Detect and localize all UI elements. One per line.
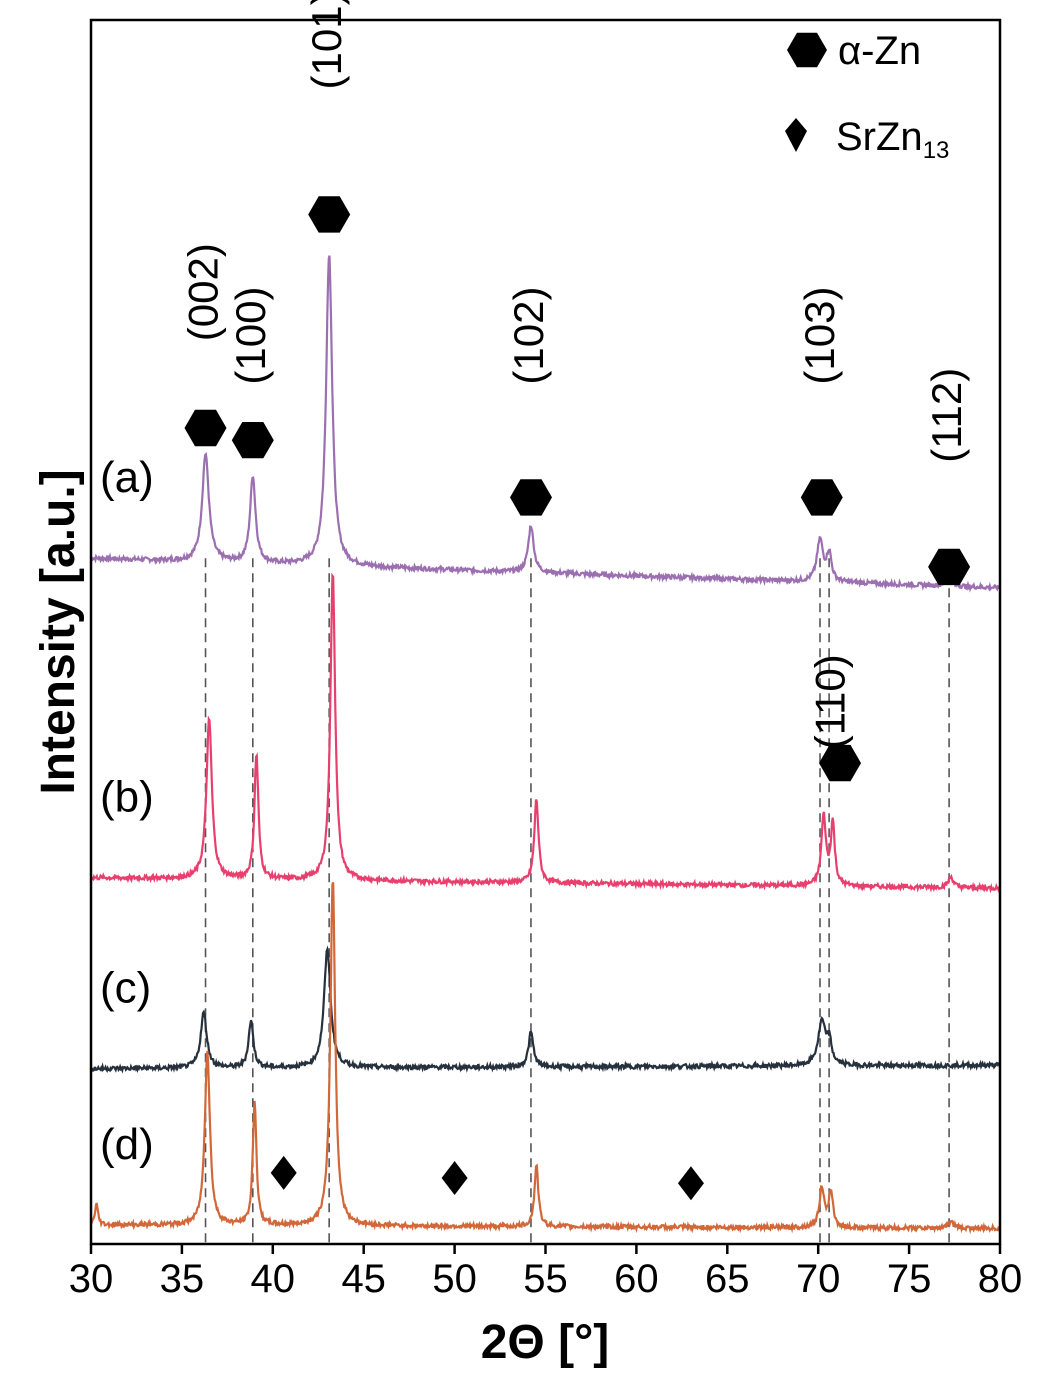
hkl-label: (101) [303,0,350,89]
x-tick-label: 40 [251,1257,296,1301]
x-tick-label: 60 [614,1257,659,1301]
alpha-zn-hexagon-marker [308,196,351,233]
alpha-zn-hexagon-marker [800,479,843,516]
alpha-zn-hexagon-marker [819,744,861,782]
x-tick-label: 55 [523,1257,568,1301]
hkl-label: (102) [505,287,552,385]
series-group [89,255,1001,1235]
x-tick-label: 75 [887,1257,932,1301]
srzn13-diamond-marker [270,1155,297,1190]
alpha-zn-hexagon-marker [928,548,971,586]
srzn13-diamond-marker [677,1166,704,1201]
legend-srzn-subscript: 13 [923,137,950,164]
phase-markers [184,196,971,1201]
hkl-label: (103) [796,287,843,385]
series-line-2 [89,945,1001,1074]
series-line-1 [89,572,1001,894]
hkl-label: (110) [807,654,854,749]
legend-hexagon-icon [787,32,827,68]
x-tick-label: 35 [160,1257,205,1301]
series-line-3 [90,882,1001,1235]
series-label: (b) [100,773,154,822]
hkl-label: (002) [180,243,227,341]
hkl-label: (112) [923,368,970,463]
legend-diamond-icon [785,118,807,152]
x-axis-ticks: 30 35 40 45 50 55 60 65 70 75 80 [69,1244,1023,1301]
hkl-labels: (002) (100) (101) (102) (103) (112) (110) [180,0,971,749]
legend: α-Zn SrZn13 [785,29,949,164]
hkl-label: (100) [227,287,274,385]
legend-label-alpha-zn: α-Zn [838,29,921,73]
alpha-zn-hexagon-marker [231,422,274,459]
series-line-0 [90,255,1001,593]
alpha-zn-hexagon-marker [510,479,552,516]
series-labels: (a) (b) (c) (d) [100,453,154,1169]
legend-label-srzn13: SrZn13 [836,115,949,164]
x-tick-label: 80 [978,1257,1023,1301]
series-label: (a) [100,453,154,502]
series-label: (d) [100,1120,154,1169]
x-tick-label: 30 [69,1257,114,1301]
y-axis-label: Intensity [a.u.] [32,469,85,794]
x-axis-label: 2Θ [°] [481,1316,610,1369]
x-tick-label: 70 [796,1257,841,1301]
legend-srzn-text: SrZn [836,115,923,159]
series-label: (c) [100,964,151,1013]
x-tick-label: 50 [432,1257,477,1301]
x-tick-label: 45 [341,1257,386,1301]
x-tick-label: 65 [705,1257,750,1301]
alpha-zn-hexagon-marker [184,409,227,447]
srzn13-diamond-marker [441,1161,468,1196]
